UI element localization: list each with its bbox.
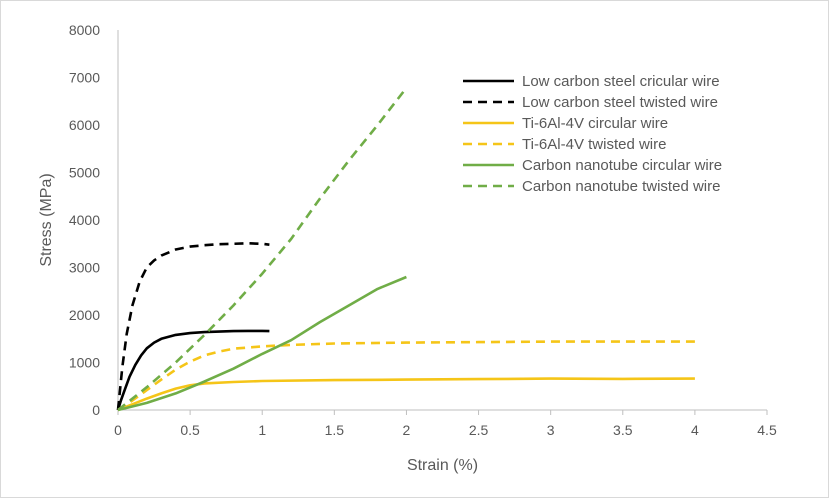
legend-label-1: Low carbon steel cricular wire <box>522 73 720 90</box>
x-tick-label: 0.5 <box>180 422 200 438</box>
series-line-3 <box>117 377 695 412</box>
x-tick-label: 1 <box>258 422 266 438</box>
x-tick-label: 4 <box>691 422 699 438</box>
x-tick-label: 3.5 <box>613 422 633 438</box>
series-line-4 <box>117 340 695 412</box>
x-axis-title: Strain (%) <box>407 457 478 474</box>
tick-labels: 0 0.5 1 1.5 2 2.5 3 3.5 4 4.5 0 1000 2000 3000 4000 500… <box>69 22 777 438</box>
y-tick-label: 0 <box>92 402 100 418</box>
y-tick-label: 7000 <box>69 70 100 86</box>
x-tick-label: 2 <box>403 422 411 438</box>
x-tick-label: 1.5 <box>325 422 345 438</box>
legend-label-4: Ti-6Al-4V twisted wire <box>522 136 666 153</box>
x-tick-label: 4.5 <box>757 422 777 438</box>
x-tick-label: 2.5 <box>469 422 489 438</box>
y-tick-label: 5000 <box>69 165 100 181</box>
legend-label-6: Carbon nanotube twisted wire <box>522 178 720 195</box>
y-tick-label: 4000 <box>69 212 100 228</box>
y-tick-label: 8000 <box>69 22 100 38</box>
y-tick-label: 1000 <box>69 355 100 371</box>
y-tick-label: 3000 <box>69 260 100 276</box>
series-line-6 <box>117 87 408 412</box>
x-tick-label: 0 <box>114 422 122 438</box>
x-tick-label: 3 <box>547 422 555 438</box>
legend-label-5: Carbon nanotube circular wire <box>522 157 722 174</box>
series-line-5 <box>117 275 407 412</box>
y-axis-title: Stress (MPa) <box>38 173 55 266</box>
y-tick-label: 6000 <box>69 117 100 133</box>
series-line-2 <box>116 242 270 411</box>
legend-label-3: Ti-6Al-4V circular wire <box>522 115 668 132</box>
series-line-1 <box>116 329 270 411</box>
legend-label-2: Low carbon steel twisted wire <box>522 94 718 111</box>
legend: Low carbon steel cricular wire Low carbon… <box>463 73 722 195</box>
series-lines <box>116 87 695 412</box>
y-tick-label: 2000 <box>69 307 100 323</box>
axes <box>117 30 768 415</box>
